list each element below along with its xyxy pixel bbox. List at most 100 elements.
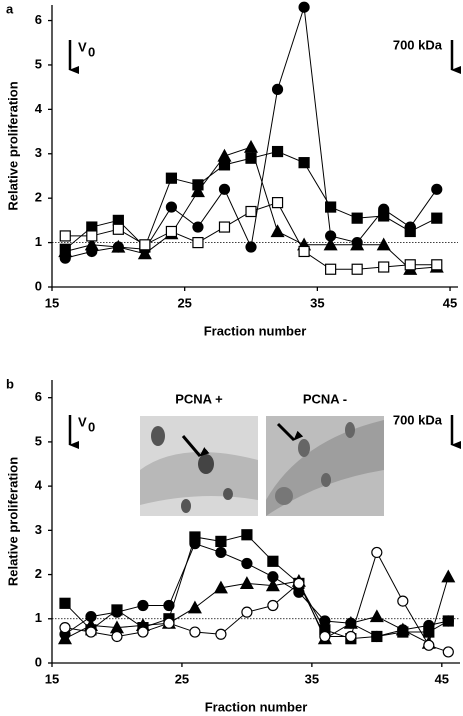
data-point (371, 630, 383, 643)
series-line (64, 534, 449, 640)
data-point (59, 230, 71, 242)
data-point (241, 557, 253, 570)
y-tick-label: 6 (35, 12, 42, 27)
data-point (244, 139, 259, 153)
data-point (245, 241, 257, 253)
data-point (371, 546, 383, 559)
y-axis-label: Relative proliferation (5, 81, 20, 210)
data-point (163, 599, 175, 612)
data-point (319, 630, 331, 643)
data-point (59, 597, 71, 609)
x-tick-label: 25 (175, 671, 189, 686)
y-tick-label: 5 (35, 433, 42, 448)
data-point (376, 237, 391, 251)
data-point (423, 619, 435, 632)
data-point (85, 626, 97, 638)
data-point (111, 239, 126, 253)
x-tick-label: 45 (435, 671, 449, 686)
data-point (58, 244, 73, 258)
data-point (265, 578, 280, 592)
data-point (213, 580, 228, 594)
data-point (215, 628, 227, 640)
data-point (215, 546, 227, 559)
data-point (323, 237, 338, 251)
data-point (190, 184, 205, 198)
data-point (325, 201, 337, 213)
x-tick-label: 15 (45, 671, 59, 686)
data-point (298, 157, 310, 169)
y-tick-label: 4 (35, 478, 43, 493)
data-point (192, 221, 204, 233)
x-axis-label: Fraction number (204, 323, 307, 338)
data-point (298, 245, 310, 258)
data-point (442, 615, 454, 627)
data-point (441, 569, 456, 583)
data-point (267, 599, 279, 612)
data-point (59, 622, 71, 634)
y-tick-label: 2 (35, 566, 42, 581)
data-point (241, 606, 253, 618)
kda-label: 700 kDa (393, 37, 443, 52)
y-tick-label: 4 (35, 101, 43, 116)
data-point (245, 205, 257, 218)
data-point (241, 529, 253, 541)
void-label: V (78, 39, 87, 54)
y-tick-label: 6 (35, 389, 42, 404)
data-point (137, 626, 149, 638)
series-line (64, 576, 449, 644)
y-tick-label: 1 (35, 610, 42, 625)
data-point (245, 152, 257, 164)
data-point (111, 630, 123, 643)
data-point (319, 615, 331, 627)
panel-label: a (6, 1, 14, 16)
data-point (397, 595, 409, 607)
data-point (218, 183, 231, 195)
y-tick-label: 3 (35, 145, 42, 160)
data-point (112, 223, 124, 235)
data-point (187, 600, 202, 614)
y-tick-label: 0 (35, 278, 42, 293)
data-point (369, 609, 384, 623)
data-point (431, 259, 443, 271)
y-tick-label: 0 (35, 654, 42, 669)
data-point (271, 197, 284, 209)
x-tick-label: 35 (305, 671, 319, 686)
panel-label: b (6, 376, 14, 391)
void-label: V (78, 414, 87, 429)
kda-label: 700 kDa (393, 412, 443, 427)
data-point (111, 606, 123, 618)
data-point (189, 626, 201, 638)
data-point (57, 631, 73, 645)
data-point (137, 246, 152, 260)
void-subscript: 0 (88, 419, 95, 434)
data-point (298, 1, 310, 13)
data-point (293, 577, 305, 590)
data-point (270, 224, 285, 238)
data-point (217, 148, 232, 162)
inset-label: PCNA + (175, 391, 223, 406)
series-line (64, 551, 449, 653)
x-tick-label: 25 (177, 295, 191, 310)
data-point (189, 538, 201, 550)
data-point (215, 535, 227, 547)
inset-label: PCNA - (303, 391, 347, 406)
data-point (139, 239, 151, 251)
data-point (86, 230, 98, 242)
data-point (192, 236, 204, 249)
data-point (239, 576, 254, 590)
void-subscript: 0 (88, 44, 95, 59)
data-point (395, 622, 410, 636)
data-point (325, 263, 337, 275)
inset-photo (140, 416, 258, 516)
data-point (431, 212, 443, 224)
series-line (64, 542, 449, 638)
data-point (218, 221, 231, 233)
x-axis-label: Fraction number (205, 699, 308, 714)
data-point (404, 225, 416, 238)
x-tick-label: 45 (443, 295, 457, 310)
data-point (165, 172, 178, 184)
data-point (404, 259, 416, 271)
data-point (165, 225, 178, 238)
